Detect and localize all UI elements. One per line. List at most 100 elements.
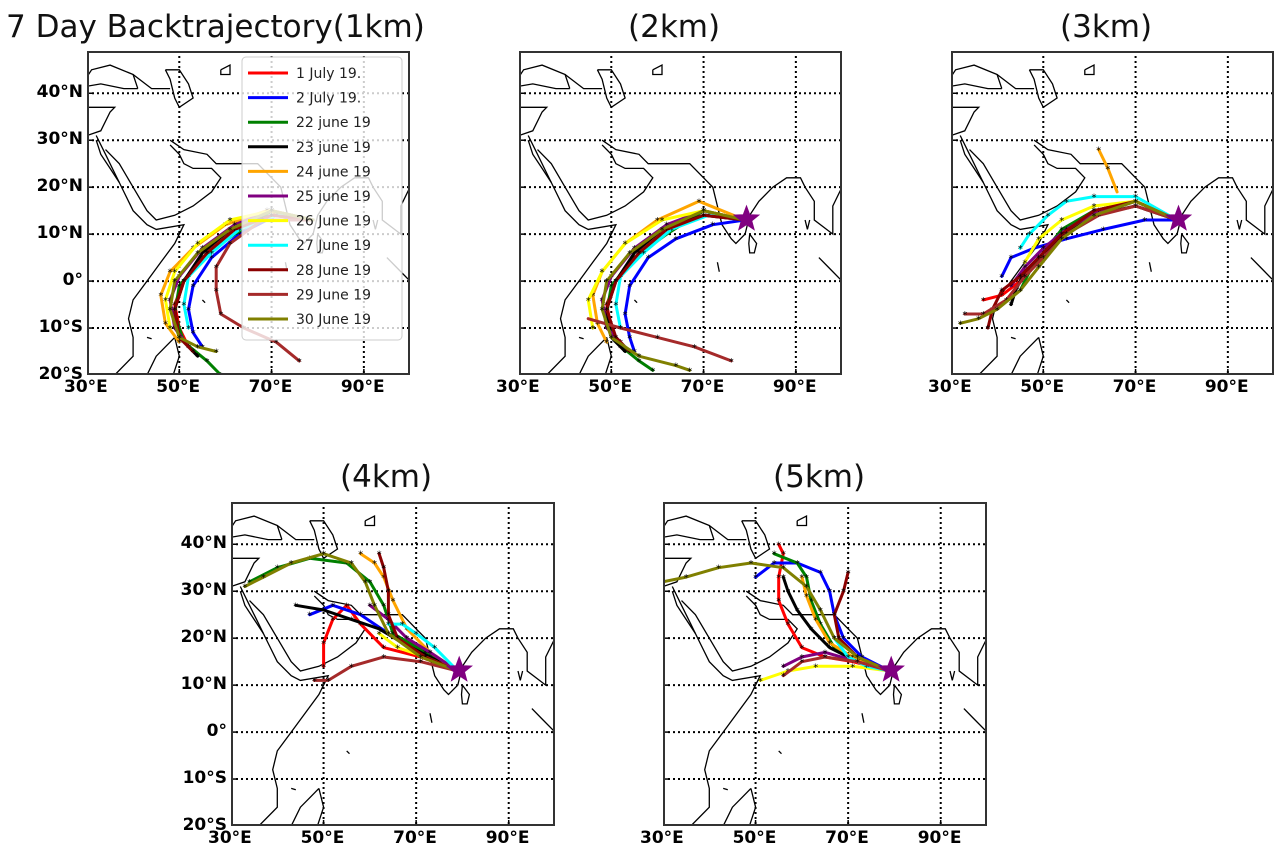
trajectory-point: *	[191, 282, 196, 293]
trajectory-point: *	[636, 249, 641, 260]
map-panel-4km: ****************************************…	[231, 502, 555, 826]
coastline	[652, 64, 663, 76]
trajectory-point: *	[218, 310, 223, 321]
trajectory-line	[1000, 218, 1179, 278]
map-frame	[87, 51, 410, 375]
trajectory-point: *	[1022, 263, 1027, 274]
coastline	[578, 336, 612, 375]
trajectory-point: *	[999, 272, 1004, 283]
coastline	[249, 595, 367, 672]
x-tick-label: 90°E	[917, 828, 962, 848]
y-tick-label: 30°N	[36, 129, 83, 150]
coastline	[531, 708, 555, 733]
map-panel-3km: ****************************************…	[951, 51, 1274, 375]
trajectory-point: *	[418, 658, 423, 669]
coastline	[723, 787, 728, 791]
trajectory-point: *	[400, 620, 405, 631]
trajectory-point: *	[841, 587, 846, 598]
trajectory-point: *	[1036, 263, 1041, 274]
trajectory-point: *	[358, 611, 363, 622]
trajectory-point: *	[1092, 202, 1097, 213]
trajectory-point: *	[962, 310, 967, 321]
trajectory-point: *	[864, 662, 869, 673]
trajectory-point: *	[785, 587, 790, 598]
trajectory-point: *	[209, 249, 214, 260]
coastline	[1028, 69, 1058, 109]
trajectory-point: *	[163, 296, 168, 307]
trajectory-point: *	[660, 225, 665, 236]
y-tick-label: 20°S	[182, 815, 227, 835]
trajectory-point: *	[776, 573, 781, 584]
coastline	[892, 684, 903, 705]
trajectory-point: *	[855, 653, 860, 664]
coastline	[601, 139, 842, 245]
coastline	[313, 590, 555, 696]
trajectory-point: *	[414, 629, 419, 640]
trajectory-point: *	[636, 352, 641, 363]
coastline	[231, 534, 282, 541]
coastline	[741, 520, 771, 560]
trajectory-point: *	[799, 644, 804, 655]
legend-label: 25 june 19	[296, 189, 371, 205]
trajectory-point: *	[716, 564, 721, 575]
y-tick-label: 10°N	[36, 223, 83, 244]
coastline	[564, 73, 603, 90]
map-frame	[663, 502, 987, 826]
trajectory-point: *	[753, 573, 758, 584]
trajectory-point: *	[293, 601, 298, 612]
panel-title-4km: (4km)	[340, 459, 433, 495]
y-tick-label: 20°N	[36, 176, 83, 197]
trajectory-point: *	[372, 601, 377, 612]
trajectory-point: *	[395, 644, 400, 655]
trajectory-point: *	[321, 639, 326, 650]
legend-label: 1 July 19.	[296, 66, 361, 82]
trajectory-point: *	[381, 653, 386, 664]
coastline	[745, 590, 987, 696]
trajectory-point: *	[623, 240, 628, 251]
trajectory-group: ****************************************…	[586, 197, 747, 375]
trajectory-point: *	[1036, 254, 1041, 265]
coastline	[778, 750, 782, 755]
trajectory-point: *	[172, 324, 177, 335]
coastline	[959, 139, 984, 183]
trajectory-point: *	[181, 301, 186, 312]
trajectory-point: *	[850, 662, 855, 673]
trajectory-point: *	[827, 639, 832, 650]
trajectory-point: *	[363, 578, 368, 589]
panel-title-2km: (2km)	[628, 9, 721, 45]
trajectory-point: *	[623, 348, 628, 359]
x-tick-label: 30°E	[928, 377, 972, 397]
trajectory-point: *	[748, 559, 753, 570]
trajectory-point: *	[158, 291, 163, 302]
coastline	[804, 219, 811, 230]
trajectory-point: *	[823, 653, 828, 664]
trajectory-point: *	[195, 249, 200, 260]
map-panel-2km: ****************************************…	[519, 51, 842, 375]
map-frame	[231, 502, 555, 826]
trajectory-point: *	[367, 578, 372, 589]
legend-label: 27 June 19	[296, 238, 371, 254]
coastline	[996, 73, 1035, 90]
trajectory-point: *	[418, 653, 423, 664]
coastline	[681, 595, 799, 672]
trajectory-point: *	[776, 597, 781, 608]
trajectory-point: *	[177, 338, 182, 349]
legend-label: 22 june 19	[296, 115, 371, 131]
trajectory-point: *	[228, 216, 233, 227]
trajectory-point: *	[1096, 211, 1101, 222]
trajectory-point: *	[781, 672, 786, 683]
coastline	[220, 64, 231, 76]
coastline	[1180, 233, 1190, 254]
coastline	[963, 708, 987, 733]
trajectory-point: *	[1022, 272, 1027, 283]
coastline	[201, 299, 206, 304]
trajectory-point: *	[632, 249, 637, 260]
coastline	[1236, 219, 1243, 230]
trajectory-point: *	[809, 625, 814, 636]
trajectory-point: *	[627, 333, 632, 344]
trajectory-point: *	[1008, 254, 1013, 265]
trajectory-point: *	[999, 286, 1004, 297]
trajectory-line	[614, 213, 747, 330]
trajectory-point: *	[772, 559, 777, 570]
coastline	[364, 515, 376, 527]
